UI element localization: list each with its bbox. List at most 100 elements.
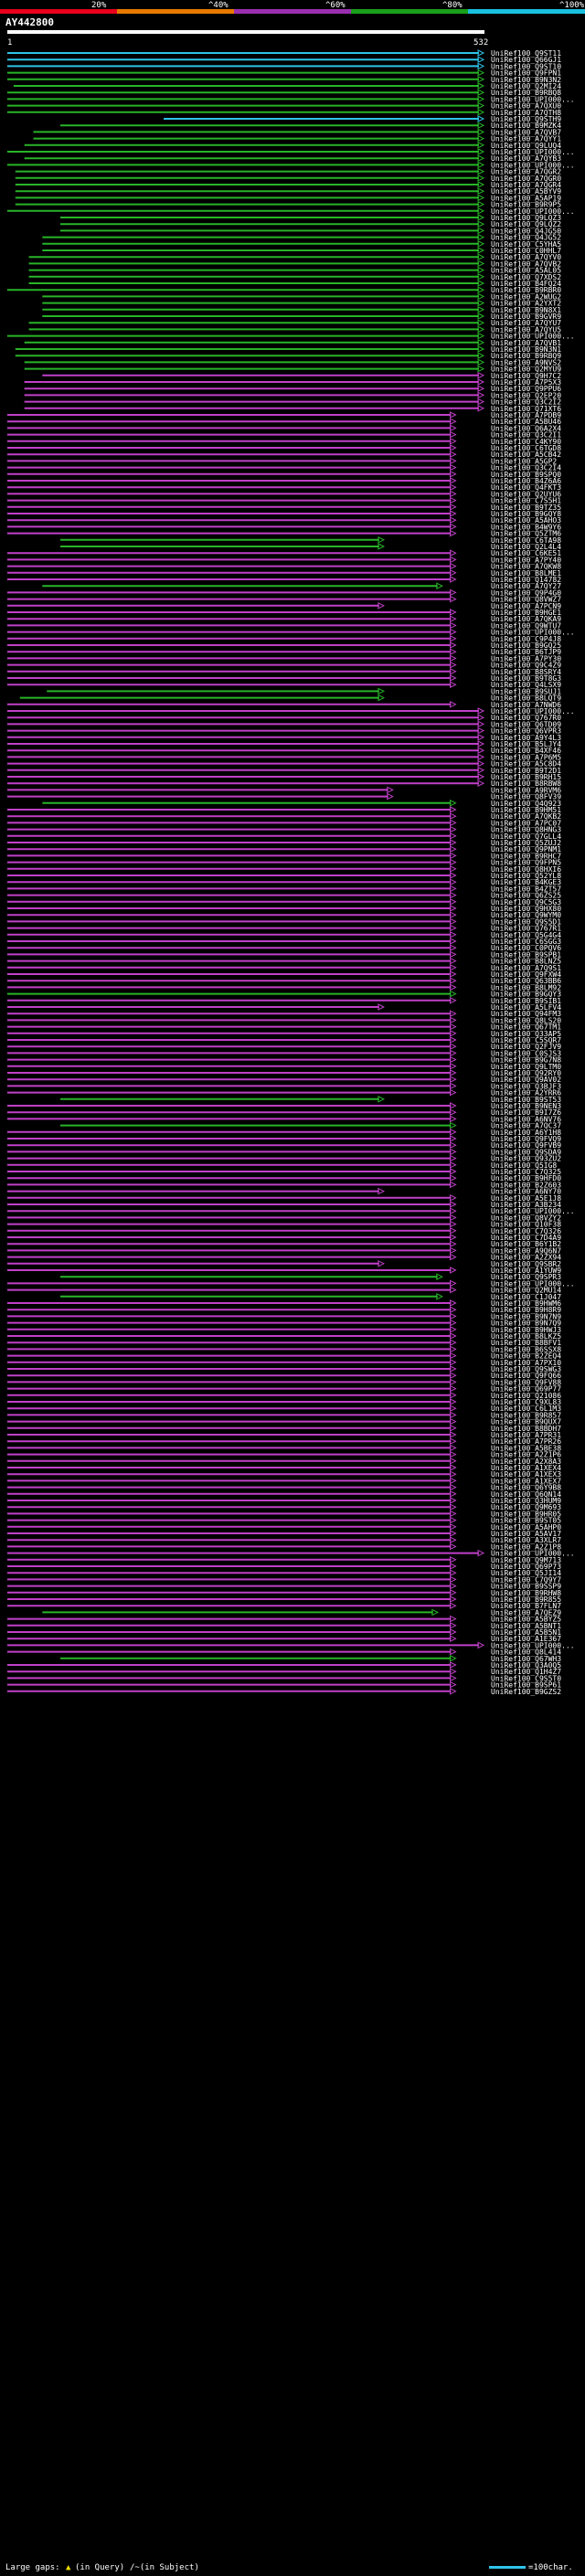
hit-label[interactable]: UniRef100_Q7XDS2 <box>491 273 561 281</box>
hit-row[interactable]: UniRef100_UPI000... <box>7 1279 575 1288</box>
hit-label[interactable]: UniRef100_Q9SBR2 <box>491 1260 561 1268</box>
hit-label[interactable]: UniRef100_Q9S5D1 <box>491 917 561 926</box>
hit-row[interactable]: UniRef100_A7QYU7 <box>28 319 562 327</box>
hit-label[interactable]: UniRef100_A7QYY1 <box>491 135 561 143</box>
hit-row[interactable]: UniRef100_A7QKA9 <box>7 615 561 623</box>
hit-row[interactable]: UniRef100_A7QEZ9 <box>42 1608 561 1617</box>
hit-label[interactable]: UniRef100_C6TA98 <box>491 536 561 545</box>
hit-row[interactable]: UniRef100_Q21086 <box>7 1392 561 1400</box>
hit-label[interactable]: UniRef100_B8SRY4 <box>491 668 561 676</box>
hit-label[interactable]: UniRef100_A2ZX94 <box>491 1254 561 1262</box>
hit-label[interactable]: UniRef100_Q8LS20 <box>491 1016 561 1024</box>
hit-row[interactable]: UniRef100_C5YHA5 <box>42 240 561 249</box>
hit-label[interactable]: UniRef100_Q2MU14 <box>491 1287 561 1295</box>
hit-label[interactable]: UniRef100_B9RBQ9 <box>491 352 561 360</box>
hit-label[interactable]: UniRef100_B9SPQ0 <box>491 471 561 479</box>
hit-row[interactable]: UniRef100_A3XLR7 <box>7 1536 561 1544</box>
hit-label[interactable]: UniRef100_B9N7N9 <box>491 1312 561 1320</box>
hit-row[interactable]: UniRef100_A5AV17 <box>7 1530 561 1538</box>
hit-label[interactable]: UniRef100_A5AP19 <box>491 194 561 202</box>
hit-row[interactable]: UniRef100_B8LME1 <box>7 569 561 578</box>
hit-label[interactable]: UniRef100_Q67WH3 <box>491 1655 561 1663</box>
hit-row[interactable]: UniRef100_A2Z1P6 <box>7 1451 561 1459</box>
hit-label[interactable]: UniRef100_Q9M713 <box>491 1556 561 1564</box>
hit-row[interactable]: UniRef100_Q94FM3 <box>7 1010 561 1018</box>
hit-row[interactable]: UniRef100_A7QYV0 <box>28 253 562 261</box>
hit-row[interactable]: UniRef100_Q66GJ1 <box>7 56 561 64</box>
hit-row[interactable]: UniRef100_Q9FPN5 <box>7 859 561 867</box>
hit-label[interactable]: UniRef100_C5YHA5 <box>491 240 561 249</box>
hit-label[interactable]: UniRef100_UPI000... <box>491 148 575 156</box>
hit-label[interactable]: UniRef100_Q92RY0 <box>491 1069 561 1077</box>
hit-row[interactable]: UniRef100_Q14782 <box>7 576 561 584</box>
hit-label[interactable]: UniRef100_B9QUX7 <box>491 1418 561 1426</box>
hit-label[interactable]: UniRef100_UPI000... <box>491 1279 575 1288</box>
hit-label[interactable]: UniRef100_A1XEX4 <box>491 1464 561 1472</box>
hit-row[interactable]: UniRef100_B9RHC7 <box>7 852 561 860</box>
hit-label[interactable]: UniRef100_A7Q9S1 <box>491 964 561 972</box>
hit-label[interactable]: UniRef100_Q66GJ1 <box>491 56 561 64</box>
hit-row[interactable]: UniRef100_A7QYU5 <box>28 325 562 334</box>
hit-label[interactable]: UniRef100_A7QTH8 <box>491 109 561 117</box>
hit-row[interactable]: UniRef100_B8LM92 <box>7 983 561 991</box>
hit-row[interactable]: UniRef100_Q3C2I4 <box>7 464 561 472</box>
hit-row[interactable]: UniRef100_Q3HUM9 <box>7 1497 561 1505</box>
hit-row[interactable]: UniRef100_Q6A2X4 <box>7 424 561 432</box>
hit-row[interactable]: UniRef100_B9SPB1 <box>7 950 561 959</box>
hit-label[interactable]: UniRef100_B9TZ35 <box>491 504 561 512</box>
hit-label[interactable]: UniRef100_A7QKW8 <box>491 563 561 571</box>
hit-label[interactable]: UniRef100_B8LME1 <box>491 569 561 578</box>
hit-label[interactable]: UniRef100_B9MZK4 <box>491 122 561 130</box>
hit-row[interactable]: UniRef100_Q9PNM1 <box>7 845 561 853</box>
hit-row[interactable]: UniRef100_Q9SPR3 <box>60 1273 561 1281</box>
hit-row[interactable]: UniRef100_Q9C4Z9 <box>7 662 561 670</box>
hit-label[interactable]: UniRef100_Q9LTM0 <box>491 1063 561 1071</box>
hit-row[interactable]: UniRef100_A7QGR2 <box>15 168 561 176</box>
hit-row[interactable]: UniRef100_Q2MI24 <box>13 82 561 90</box>
hit-row[interactable]: UniRef100_A6NV76 <box>7 1115 561 1123</box>
hit-row[interactable]: UniRef100_A5BYV9 <box>15 187 561 196</box>
hit-row[interactable]: UniRef100_B9N3N1 <box>15 345 561 354</box>
hit-row[interactable]: UniRef100_Q5IG8 <box>7 1161 557 1170</box>
hit-label[interactable]: UniRef100_UPI000... <box>491 161 575 169</box>
hit-label[interactable]: UniRef100_B9N3N2 <box>491 76 561 84</box>
hit-row[interactable]: UniRef100_C1J047 <box>60 1293 561 1301</box>
hit-label[interactable]: UniRef100_B9GQY3 <box>491 991 561 999</box>
hit-label[interactable]: UniRef100_B6Y1B2 <box>491 1240 561 1248</box>
hit-row[interactable]: UniRef100_A2WUG2 <box>42 292 561 301</box>
hit-row[interactable]: UniRef100_B2ZEQ4 <box>7 1352 561 1361</box>
hit-label[interactable]: UniRef100_UPI000... <box>491 629 575 637</box>
hit-label[interactable]: UniRef100_B9RBQ8 <box>491 89 561 97</box>
hit-row[interactable]: UniRef100_Q9WYM0 <box>7 911 561 919</box>
hit-label[interactable]: UniRef100_Q9FVQ9 <box>491 1135 561 1143</box>
hit-row[interactable]: UniRef100_Q2MU14 <box>7 1287 561 1295</box>
hit-label[interactable]: UniRef100_B9ST05 <box>491 1517 561 1525</box>
hit-row[interactable]: UniRef100_A7PC07 <box>7 819 561 827</box>
hit-label[interactable]: UniRef100_A2Z1P8 <box>491 1542 561 1551</box>
hit-row[interactable]: UniRef100_Q67TM1 <box>7 1023 561 1032</box>
hit-label[interactable]: UniRef100_A5BU46 <box>491 418 561 426</box>
hit-label[interactable]: UniRef100_B8LNZ5 <box>491 958 561 966</box>
hit-row[interactable]: UniRef100_Q5G4G4 <box>7 931 561 939</box>
hit-row[interactable]: UniRef100_A6NY70 <box>7 1188 561 1196</box>
hit-row[interactable]: UniRef100_B9HFD0 <box>7 1174 561 1182</box>
hit-row[interactable]: UniRef100_UPI000... <box>7 1641 575 1649</box>
hit-label[interactable]: UniRef100_B9RH15 <box>491 773 561 781</box>
hit-label[interactable]: UniRef100_Q4FKT3 <box>491 483 561 492</box>
hit-label[interactable]: UniRef100_Q69P73 <box>491 1563 561 1571</box>
hit-row[interactable]: UniRef100_Q9ST10 <box>7 62 561 70</box>
hit-label[interactable]: UniRef100_Q9C4Z9 <box>491 662 561 670</box>
hit-label[interactable]: UniRef100_A7QVB2 <box>491 260 561 268</box>
hit-row[interactable]: UniRef100_A7PY40 <box>7 556 561 564</box>
hit-label[interactable]: UniRef100_A5BNT1 <box>491 1622 561 1630</box>
hit-row[interactable]: UniRef100_B9GVR9 <box>42 313 561 321</box>
hit-row[interactable]: UniRef100_Q9LTM0 <box>7 1063 561 1071</box>
hit-label[interactable]: UniRef100_Q9AV02 <box>491 1076 561 1084</box>
hit-row[interactable]: UniRef100_Q8L414 <box>7 1648 561 1657</box>
hit-row[interactable]: UniRef100_C0SJS3 <box>7 1049 561 1057</box>
hit-label[interactable]: UniRef100_A7QC37 <box>491 1122 561 1130</box>
hit-row[interactable]: UniRef100_A3B234 <box>7 1201 561 1209</box>
hit-label[interactable]: UniRef100_Q9FQ66 <box>491 1372 561 1380</box>
hit-label[interactable]: UniRef100_A1XEX3 <box>491 1470 561 1479</box>
hit-row[interactable]: UniRef100_A7PY30 <box>7 654 561 663</box>
